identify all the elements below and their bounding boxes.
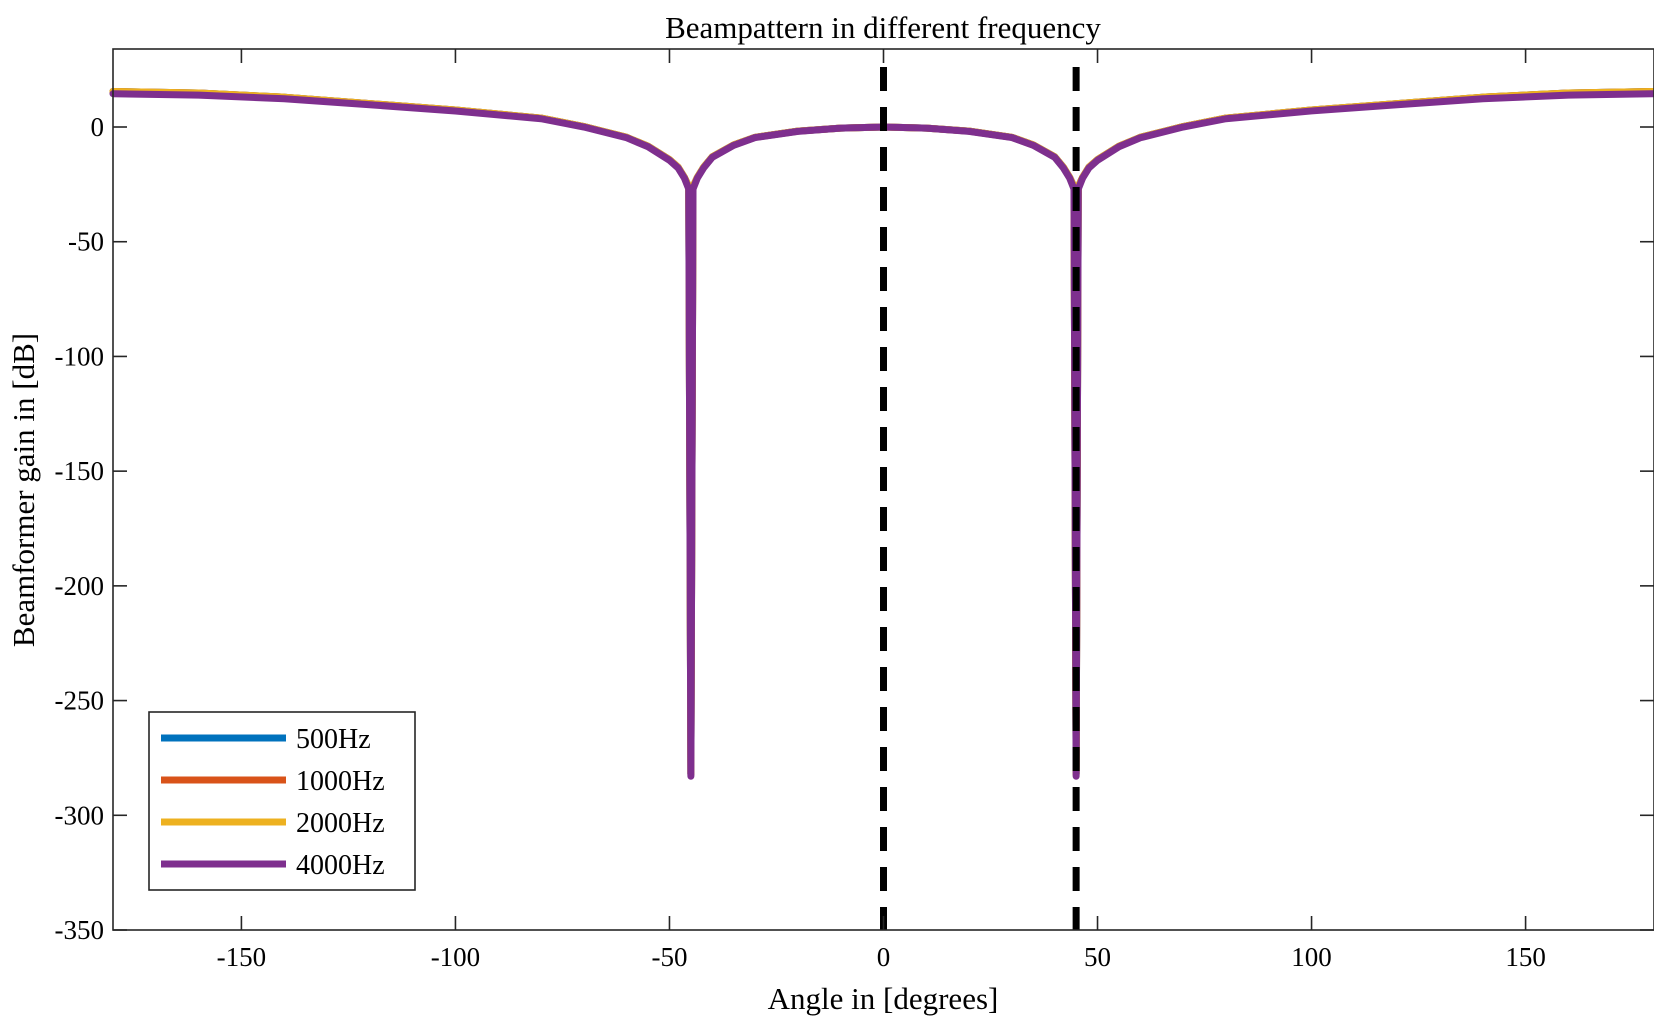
- y-tick-label: -150: [55, 456, 105, 486]
- x-tick-label: -150: [217, 942, 267, 972]
- y-tick-label: -350: [55, 915, 105, 945]
- legend-label-4000hz: 4000Hz: [296, 850, 385, 881]
- y-tick-label: -50: [68, 227, 104, 257]
- legend-label-2000hz: 2000Hz: [296, 808, 385, 839]
- legend: 500Hz 1000Hz 2000Hz 4000Hz: [148, 711, 416, 891]
- x-tick-label: -50: [651, 942, 687, 972]
- x-tick-label: 50: [1084, 942, 1111, 972]
- chart-title: Beampattern in different frequency: [665, 10, 1101, 45]
- legend-label-500hz: 500Hz: [296, 724, 371, 755]
- y-tick-label: -200: [55, 571, 105, 601]
- x-tick-label: -100: [431, 942, 481, 972]
- legend-box: [148, 711, 416, 891]
- x-tick-label: 0: [877, 942, 891, 972]
- legend-label-1000hz: 1000Hz: [296, 766, 385, 797]
- reference-lines-group: [880, 67, 1080, 930]
- x-axis-label: Angle in [degrees]: [768, 981, 999, 1016]
- x-axis-ticks: -150 -100 -50 0 50 100 150: [217, 49, 1546, 972]
- y-axis-label: Beamformer gain in [dB]: [6, 333, 41, 647]
- x-tick-label: 150: [1505, 942, 1546, 972]
- x-tick-label: 100: [1291, 942, 1332, 972]
- y-tick-label: -100: [55, 341, 105, 371]
- y-tick-label: -300: [55, 800, 105, 830]
- y-tick-label: -250: [55, 686, 105, 716]
- y-axis-ticks: 0 -50 -100 -150 -200 -250 -300 -350: [55, 112, 1654, 945]
- y-tick-label: 0: [91, 112, 105, 142]
